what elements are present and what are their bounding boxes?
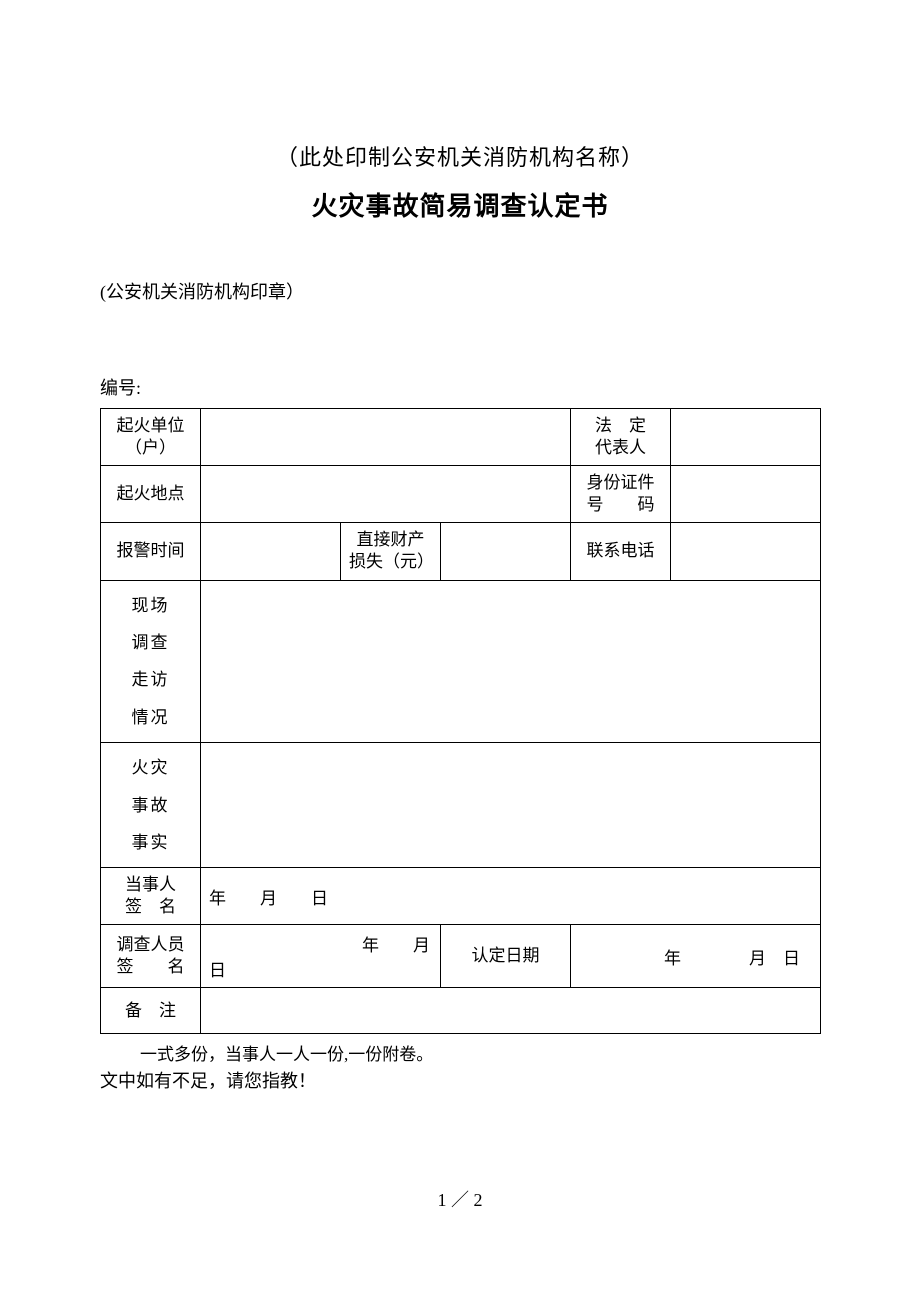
label-determination-date: 认定日期 (441, 925, 571, 988)
field-investigator-signature: 年 月 日 (201, 925, 441, 988)
field-scene-investigation (201, 580, 821, 743)
label-id-number: 身份证件 号 码 (571, 466, 671, 523)
label-text: 代表人 (595, 438, 646, 457)
stamp-line: (公安机关消防机构印章） (100, 278, 820, 304)
label-text: 法 定 (595, 416, 646, 435)
field-party-signature: 年 月 日 (201, 868, 821, 925)
label-fire-unit: 起火单位 （户） (101, 409, 201, 466)
label-text: 走访 (132, 670, 170, 689)
label-fire-location: 起火地点 (101, 466, 201, 523)
label-party-signature: 当事人 签 名 (101, 868, 201, 925)
label-text: 当事人 (125, 875, 176, 894)
label-text: 事实 (132, 833, 170, 852)
label-text: 调查人员 (117, 935, 185, 954)
label-legal-rep: 法 定 代表人 (571, 409, 671, 466)
table-row: 当事人 签 名 年 月 日 (101, 868, 821, 925)
label-phone: 联系电话 (571, 523, 671, 580)
label-text: 签 名 (125, 897, 176, 916)
field-id-number (671, 466, 821, 523)
field-determination-date: 年 月 日 (571, 925, 821, 988)
document-title: 火灾事故简易调查认定书 (100, 186, 820, 223)
serial-label: 编号: (100, 374, 820, 400)
label-text: 起火单位 (117, 416, 185, 435)
field-fire-location (201, 466, 571, 523)
label-investigator-signature: 调查人员 签 名 (101, 925, 201, 988)
label-text: 直接财产 (357, 530, 425, 549)
table-row: 起火单位 （户） 法 定 代表人 (101, 409, 821, 466)
field-phone (671, 523, 821, 580)
field-fire-facts (201, 743, 821, 868)
label-remarks: 备 注 (101, 988, 201, 1034)
table-row: 报警时间 直接财产 损失（元） 联系电话 (101, 523, 821, 580)
label-text: 事故 (132, 796, 170, 815)
correction-note: 文中如有不足，请您指教！ (100, 1067, 820, 1093)
table-row: 调查人员 签 名 年 月 日 认定日期 年 月 日 (101, 925, 821, 988)
label-fire-facts: 火灾 事故 事实 (101, 743, 201, 868)
field-fire-unit (201, 409, 571, 466)
field-property-loss (441, 523, 571, 580)
label-text: 火灾 (132, 758, 170, 777)
field-remarks (201, 988, 821, 1034)
table-row: 火灾 事故 事实 (101, 743, 821, 868)
label-alarm-time: 报警时间 (101, 523, 201, 580)
field-alarm-time (201, 523, 341, 580)
label-text: 损失（元） (349, 552, 434, 571)
form-table: 起火单位 （户） 法 定 代表人 起火地点 身份证件 号 码 报警时间 直接财产 (100, 408, 821, 1034)
table-row: 备 注 (101, 988, 821, 1034)
table-row: 现场 调查 走访 情况 (101, 580, 821, 743)
label-text: 身份证件 (587, 473, 655, 492)
label-text: 情况 (132, 708, 170, 727)
label-text: （户） (125, 438, 176, 457)
header-org-name: （此处印制公安机关消防机构名称） (100, 140, 820, 172)
page-number: 1 ／ 2 (0, 1186, 920, 1212)
label-text: 调查 (132, 633, 170, 652)
table-row: 起火地点 身份证件 号 码 (101, 466, 821, 523)
field-legal-rep (671, 409, 821, 466)
label-scene-investigation: 现场 调查 走访 情况 (101, 580, 201, 743)
label-text: 号 码 (587, 495, 655, 514)
footnote: 一式多份，当事人一人一份,一份附卷。 (100, 1040, 820, 1065)
label-text: 现场 (132, 596, 170, 615)
label-text: 签 名 (117, 957, 185, 976)
label-property-loss: 直接财产 损失（元） (341, 523, 441, 580)
